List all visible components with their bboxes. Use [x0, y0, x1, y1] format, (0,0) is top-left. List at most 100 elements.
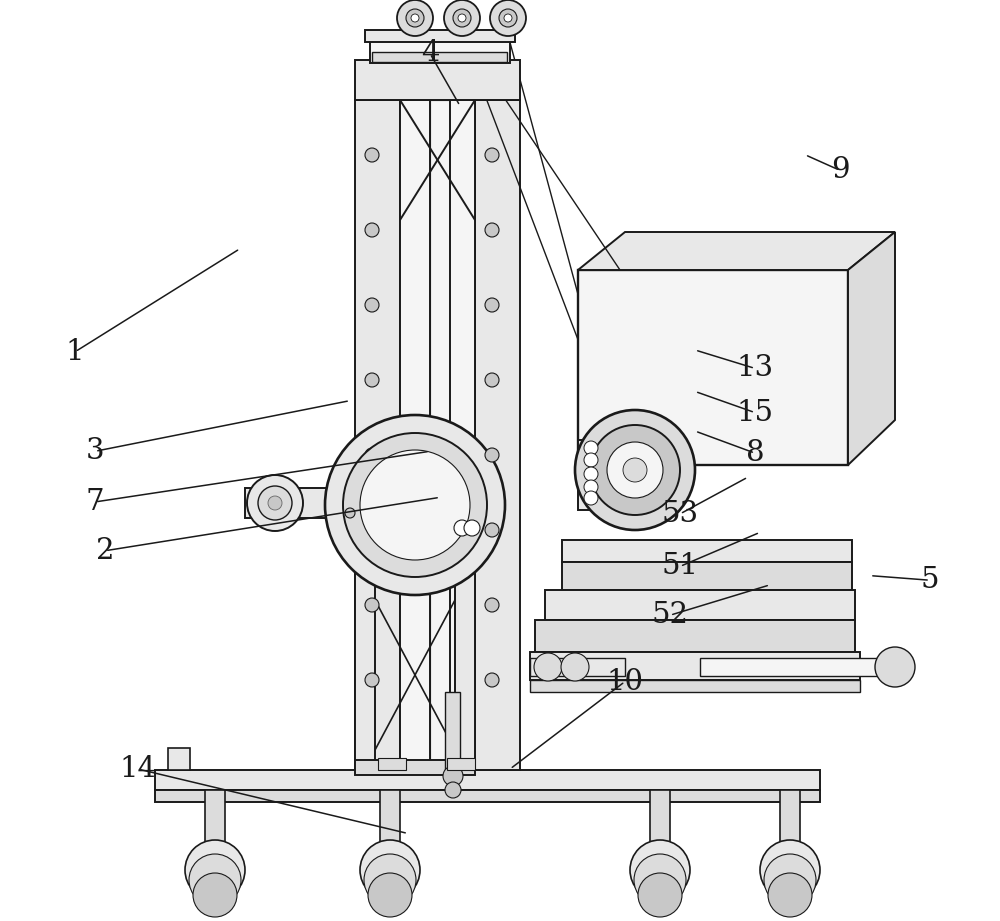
Circle shape	[499, 9, 517, 27]
Circle shape	[365, 598, 379, 612]
Circle shape	[490, 0, 526, 36]
Circle shape	[443, 766, 463, 786]
Circle shape	[445, 782, 461, 798]
Bar	[355, 100, 400, 770]
Text: 52: 52	[652, 601, 688, 629]
Bar	[475, 100, 520, 770]
Circle shape	[575, 410, 695, 530]
Bar	[445, 692, 460, 772]
Circle shape	[485, 148, 499, 162]
Bar	[400, 100, 430, 770]
Bar	[545, 590, 855, 620]
Bar	[155, 770, 820, 790]
Text: 7: 7	[86, 488, 104, 516]
Circle shape	[584, 453, 598, 467]
Text: 14: 14	[120, 755, 156, 783]
Circle shape	[561, 653, 589, 681]
Bar	[530, 680, 860, 692]
Circle shape	[534, 653, 562, 681]
Circle shape	[368, 873, 412, 917]
Circle shape	[584, 467, 598, 481]
Circle shape	[485, 223, 499, 237]
Bar	[370, 38, 510, 63]
Circle shape	[458, 14, 466, 22]
Circle shape	[485, 448, 499, 462]
Bar	[562, 540, 852, 562]
Bar	[168, 748, 190, 770]
Polygon shape	[848, 232, 895, 465]
Bar	[245, 488, 360, 518]
Circle shape	[189, 854, 241, 906]
Bar	[578, 440, 628, 510]
Bar	[355, 60, 520, 100]
Circle shape	[247, 475, 303, 531]
Bar	[205, 790, 225, 845]
Circle shape	[504, 14, 512, 22]
Polygon shape	[578, 232, 895, 270]
Text: 5: 5	[921, 566, 939, 594]
Bar	[155, 790, 820, 802]
Bar	[562, 562, 852, 590]
Circle shape	[397, 0, 433, 36]
Circle shape	[345, 508, 355, 518]
Text: 3: 3	[86, 437, 104, 465]
Circle shape	[584, 441, 598, 455]
Circle shape	[364, 854, 416, 906]
Bar	[578, 270, 848, 465]
Text: 51: 51	[662, 553, 698, 580]
Circle shape	[630, 840, 690, 900]
Circle shape	[365, 373, 379, 387]
Circle shape	[464, 520, 480, 536]
Bar	[455, 540, 475, 770]
Circle shape	[485, 673, 499, 687]
Circle shape	[365, 523, 379, 537]
Text: 53: 53	[661, 500, 699, 528]
Bar	[378, 758, 406, 770]
Circle shape	[768, 873, 812, 917]
Circle shape	[444, 0, 480, 36]
Text: 10: 10	[606, 668, 644, 695]
Circle shape	[406, 9, 424, 27]
Bar	[450, 100, 475, 770]
Circle shape	[365, 448, 379, 462]
Circle shape	[764, 854, 816, 906]
Bar	[418, 548, 446, 562]
Circle shape	[485, 598, 499, 612]
Text: 13: 13	[736, 355, 774, 382]
Circle shape	[268, 496, 282, 510]
Text: 2: 2	[96, 537, 114, 565]
Circle shape	[584, 491, 598, 505]
Circle shape	[185, 840, 245, 900]
Circle shape	[411, 14, 419, 22]
Bar	[372, 52, 507, 62]
Circle shape	[760, 840, 820, 900]
Bar	[365, 30, 515, 42]
Circle shape	[325, 415, 505, 595]
Circle shape	[365, 673, 379, 687]
Bar	[355, 760, 475, 775]
Circle shape	[485, 523, 499, 537]
Circle shape	[453, 9, 471, 27]
Circle shape	[485, 373, 499, 387]
Bar	[430, 100, 450, 770]
Circle shape	[638, 873, 682, 917]
Circle shape	[360, 450, 470, 560]
Text: 1: 1	[66, 338, 84, 366]
Text: 15: 15	[736, 399, 774, 426]
Bar	[650, 790, 670, 845]
Bar	[700, 658, 890, 676]
Circle shape	[193, 873, 237, 917]
Bar	[780, 790, 800, 845]
Bar	[355, 540, 375, 770]
Circle shape	[634, 854, 686, 906]
Circle shape	[454, 520, 470, 536]
Bar	[380, 790, 400, 845]
Circle shape	[365, 223, 379, 237]
Text: 8: 8	[746, 439, 764, 467]
Circle shape	[607, 442, 663, 498]
Bar	[535, 620, 855, 652]
Circle shape	[584, 480, 598, 494]
Bar	[447, 758, 475, 770]
Text: 4: 4	[421, 40, 439, 67]
Circle shape	[258, 486, 292, 520]
